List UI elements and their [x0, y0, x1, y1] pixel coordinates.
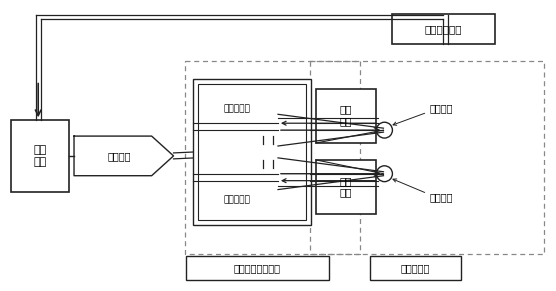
Bar: [310, 61, 544, 254]
Text: 迎风面某位置: 迎风面某位置: [425, 24, 463, 34]
Text: 飞行器头部: 飞行器头部: [401, 263, 430, 273]
Text: 射流右出口: 射流右出口: [224, 195, 251, 204]
Bar: [193, 79, 311, 225]
Text: 右背
压区: 右背 压区: [339, 176, 352, 197]
Text: 左吹气口: 左吹气口: [429, 103, 453, 113]
Bar: [393, 14, 495, 44]
Bar: [11, 120, 69, 191]
Bar: [316, 88, 375, 143]
Text: 恒压
气罐: 恒压 气罐: [33, 145, 47, 167]
Text: 气流阀门: 气流阀门: [107, 151, 131, 161]
Text: 射流左出口: 射流左出口: [224, 104, 251, 113]
Text: 右吹气口: 右吹气口: [429, 193, 453, 203]
Bar: [186, 256, 329, 280]
Bar: [316, 160, 375, 214]
Bar: [258, 144, 278, 160]
Polygon shape: [74, 136, 173, 176]
Bar: [186, 61, 360, 254]
Bar: [370, 256, 461, 280]
Bar: [198, 84, 306, 220]
Text: 附壁振荡射流元件: 附壁振荡射流元件: [234, 263, 281, 273]
Text: 左背
压区: 左背 压区: [339, 104, 352, 126]
